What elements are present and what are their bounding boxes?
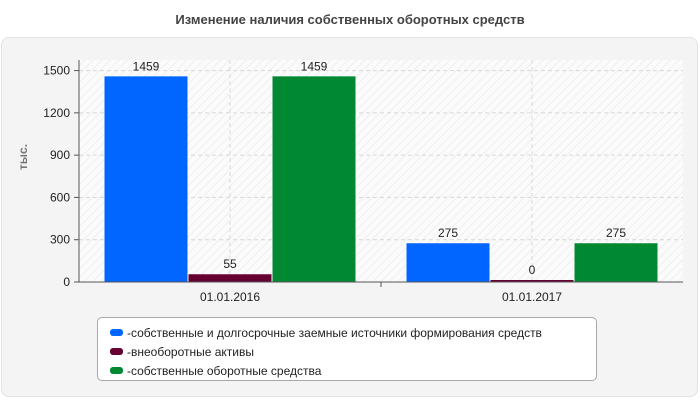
bar [406,243,490,282]
bar [490,280,574,282]
y-axis-label: тыс. [16,143,30,171]
data-label: 1459 [301,59,328,73]
legend-swatch-own-working-capital [110,367,123,374]
bars [104,76,658,282]
legend-swatch-noncurrent-assets [110,348,123,355]
legend-item[interactable]: - собственные оборотные средства [110,361,596,380]
bar [272,76,356,282]
x-tick-label: 01.01.2016 [200,290,260,304]
data-label: 0 [529,263,536,277]
legend-label: собственные оборотные средства [131,363,322,378]
bar [574,243,658,282]
legend-item[interactable]: - собственные и долгосрочные заемные ист… [110,323,596,342]
y-tick-label: 600 [50,190,70,204]
y-tick-label: 300 [50,233,70,247]
axes [74,60,683,287]
y-tick-label: 1200 [43,106,70,120]
data-label: 275 [606,226,626,240]
labels: 0 300 600 900 1200 1500 1459 55 1459 01.01.2016 27… [43,59,626,304]
chart-title: Изменение наличия собственных оборотных … [175,12,525,27]
data-label: 55 [223,257,237,271]
bar [104,76,188,282]
legend: - собственные и долгосрочные заемные ист… [97,317,597,381]
y-tick-label: 0 [63,275,70,289]
data-label: 1459 [133,59,160,73]
y-tick-label: 900 [50,148,70,162]
x-tick-label: 01.01.2017 [502,290,562,304]
legend-label: внеоборотные активы [131,344,254,359]
data-label: 275 [438,226,458,240]
legend-prefix: - [127,344,131,359]
legend-item[interactable]: - внеоборотные активы [110,342,596,361]
bar [188,274,272,282]
y-tick-label: 1500 [43,64,70,78]
legend-swatch-own-longterm [110,329,123,336]
legend-prefix: - [127,325,131,340]
legend-label: собственные и долгосрочные заемные источ… [131,325,542,340]
legend-prefix: - [127,363,131,378]
